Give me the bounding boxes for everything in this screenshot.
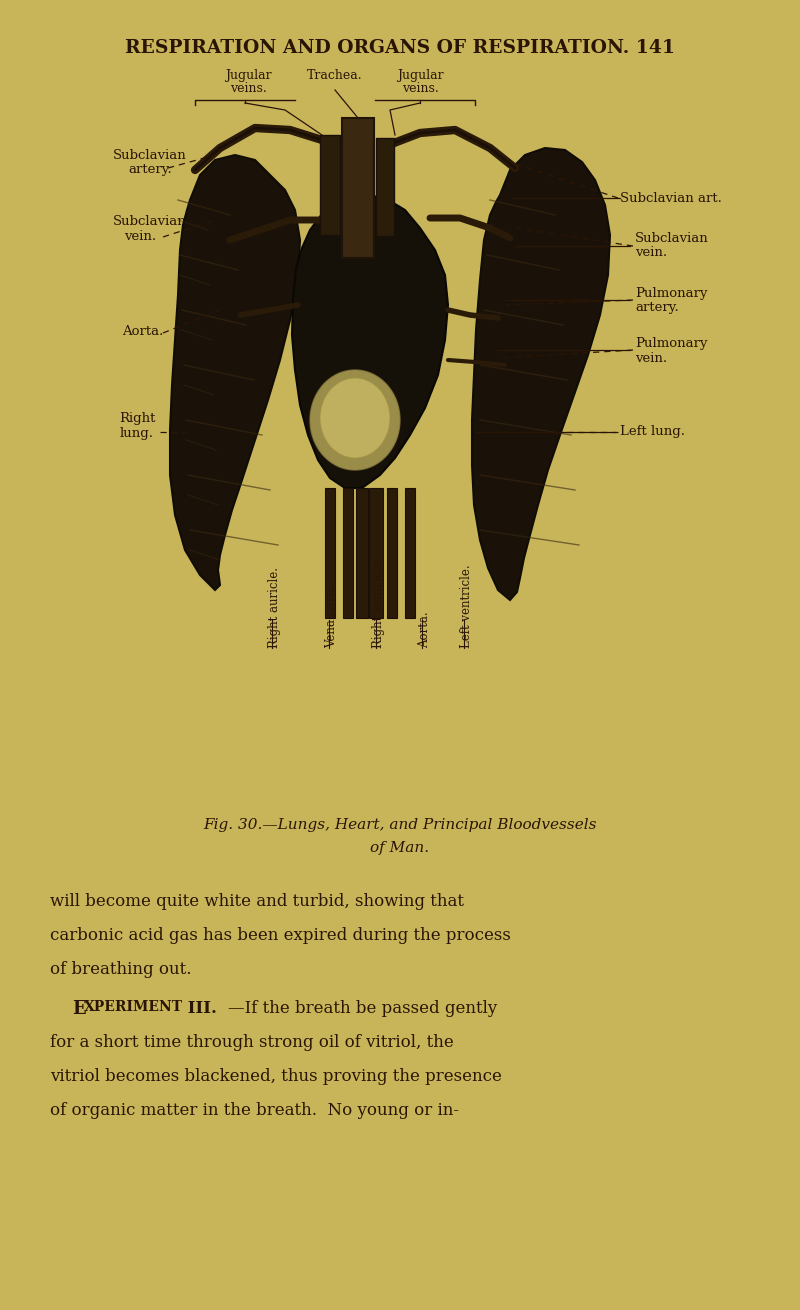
Text: vein.: vein. xyxy=(635,246,667,259)
FancyBboxPatch shape xyxy=(356,489,368,618)
Text: Jugular: Jugular xyxy=(397,69,443,83)
FancyBboxPatch shape xyxy=(387,489,397,618)
FancyBboxPatch shape xyxy=(376,138,394,236)
Text: carbonic acid gas has been expired during the process: carbonic acid gas has been expired durin… xyxy=(50,927,511,945)
Text: veins.: veins. xyxy=(230,83,266,96)
Text: Left lung.: Left lung. xyxy=(620,426,685,439)
Text: vitriol becomes blackened, thus proving the presence: vitriol becomes blackened, thus proving … xyxy=(50,1068,502,1085)
Text: artery.: artery. xyxy=(128,162,172,176)
FancyBboxPatch shape xyxy=(342,118,374,258)
Text: Subclavian: Subclavian xyxy=(113,149,187,162)
FancyBboxPatch shape xyxy=(343,489,353,618)
Polygon shape xyxy=(472,148,610,600)
Text: III.: III. xyxy=(182,1000,217,1017)
Text: Fig. 30.—Lungs, Heart, and Principal Bloodvessels: Fig. 30.—Lungs, Heart, and Principal Blo… xyxy=(203,817,597,832)
Text: vein.: vein. xyxy=(635,351,667,364)
Text: —If the breath be passed gently: —If the breath be passed gently xyxy=(228,1000,498,1017)
Text: Right auricle.: Right auricle. xyxy=(268,567,281,648)
Text: for a short time through strong oil of vitriol, the: for a short time through strong oil of v… xyxy=(50,1034,454,1051)
Text: lung.: lung. xyxy=(120,427,154,440)
FancyBboxPatch shape xyxy=(320,135,340,234)
Text: of breathing out.: of breathing out. xyxy=(50,962,191,979)
Text: veins.: veins. xyxy=(402,83,438,96)
Text: Subclavian: Subclavian xyxy=(113,215,187,228)
Text: vein.: vein. xyxy=(124,231,156,242)
Polygon shape xyxy=(170,155,300,590)
Text: Pulmonary: Pulmonary xyxy=(635,337,707,350)
Text: XPERIMENT: XPERIMENT xyxy=(84,1000,183,1014)
Text: Vena cava.: Vena cava. xyxy=(325,584,338,648)
Text: RESPIRATION AND ORGANS OF RESPIRATION. 141: RESPIRATION AND ORGANS OF RESPIRATION. 1… xyxy=(125,39,675,58)
Text: of organic matter in the breath.  No young or in-: of organic matter in the breath. No youn… xyxy=(50,1102,459,1119)
Text: Right: Right xyxy=(119,413,155,424)
Text: Pulmonary: Pulmonary xyxy=(635,287,707,300)
Text: Jugular: Jugular xyxy=(225,69,271,83)
Text: Aorta.: Aorta. xyxy=(418,612,431,648)
Ellipse shape xyxy=(320,379,390,458)
FancyBboxPatch shape xyxy=(405,489,415,618)
FancyBboxPatch shape xyxy=(325,489,335,618)
Text: of Man.: of Man. xyxy=(370,841,430,855)
Text: Subclavian art.: Subclavian art. xyxy=(620,191,722,204)
Text: Aorta.: Aorta. xyxy=(122,325,164,338)
Polygon shape xyxy=(292,195,448,489)
Ellipse shape xyxy=(310,369,400,470)
Text: Subclavian: Subclavian xyxy=(635,232,709,245)
Text: artery.: artery. xyxy=(635,301,678,314)
Text: E: E xyxy=(72,1000,86,1018)
Text: Left ventricle.: Left ventricle. xyxy=(460,565,473,648)
Text: Trachea.: Trachea. xyxy=(307,69,363,83)
Text: Right ventricle.: Right ventricle. xyxy=(372,555,385,648)
Text: will become quite white and turbid, showing that: will become quite white and turbid, show… xyxy=(50,893,464,910)
FancyBboxPatch shape xyxy=(369,489,383,618)
